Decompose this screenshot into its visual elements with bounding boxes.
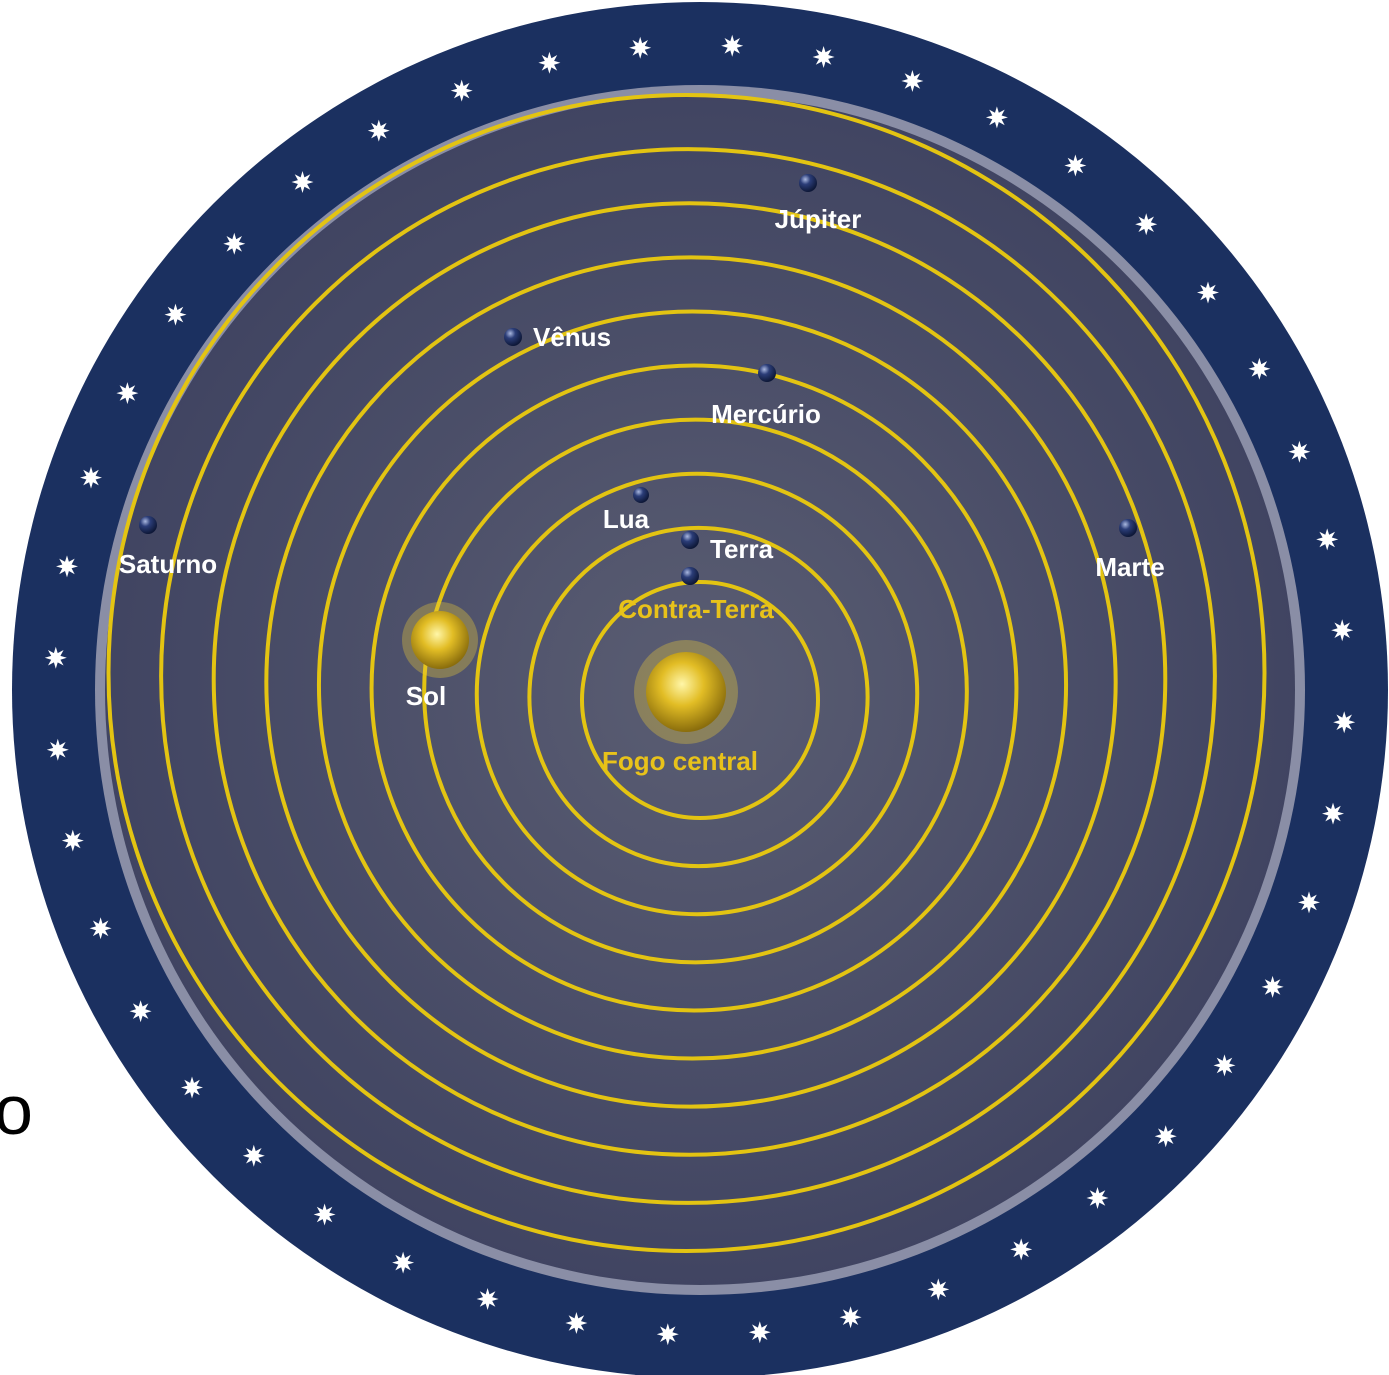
star-icon — [44, 646, 67, 669]
star-icon — [291, 171, 314, 193]
jupiter-label: Júpiter — [775, 204, 862, 234]
star-icon — [1288, 440, 1311, 463]
mercury-label: Mercúrio — [711, 399, 821, 429]
orbit-ring — [211, 201, 1168, 1157]
fixed-stars-group — [44, 34, 1356, 1346]
saturn-label: Saturno — [119, 549, 217, 579]
star-icon — [721, 34, 744, 57]
star-icon — [565, 1312, 588, 1334]
venus-label: Vênus — [533, 322, 611, 352]
star-icon — [1064, 154, 1087, 177]
star-icon — [129, 1000, 152, 1023]
star-icon — [629, 36, 652, 59]
star-icon — [242, 1144, 265, 1167]
star-icon — [748, 1321, 771, 1344]
star-icon — [1298, 891, 1320, 914]
orbit-ring — [527, 525, 870, 869]
orbit-ring — [264, 255, 1118, 1109]
saturn-icon — [139, 516, 157, 534]
star-icon — [1316, 528, 1339, 551]
sun-icon — [411, 611, 469, 669]
orbit-ring — [106, 93, 1267, 1253]
central-fire-icon — [646, 652, 726, 732]
star-icon — [116, 382, 139, 405]
star-icon — [538, 51, 561, 74]
star-icon — [812, 46, 835, 68]
orbit-ring — [474, 471, 920, 917]
star-icon — [450, 79, 473, 102]
earth-icon — [681, 531, 699, 549]
star-icon — [1135, 213, 1158, 236]
star-icon — [1010, 1238, 1033, 1261]
orbits-group — [106, 93, 1267, 1253]
cropped-edge-letter: o — [0, 1071, 33, 1149]
star-icon — [89, 917, 112, 940]
star-icon — [164, 303, 187, 326]
mars-icon — [1119, 519, 1137, 537]
star-icon — [1197, 281, 1219, 304]
central-fire — [634, 640, 738, 744]
orbit-ring — [580, 580, 820, 820]
mars-label: Marte — [1095, 552, 1164, 582]
star-icon — [223, 232, 246, 255]
star-icon — [313, 1203, 336, 1226]
orbit-ring — [159, 147, 1217, 1205]
star-icon — [1331, 619, 1354, 642]
star-icon — [1086, 1187, 1109, 1209]
orbit-ring — [316, 309, 1069, 1061]
moon-label: Lua — [603, 504, 650, 534]
star-icon — [1333, 711, 1356, 734]
orbit-ring — [422, 417, 969, 965]
counter-earth-icon — [681, 567, 699, 585]
earth-label: Terra — [710, 534, 774, 564]
star-icon — [1261, 975, 1284, 998]
star-icon — [839, 1306, 862, 1329]
star-icon — [46, 738, 69, 761]
central-fire-label: Fogo central — [602, 746, 758, 776]
star-icon — [1154, 1125, 1177, 1148]
sun-label: Sol — [406, 681, 446, 711]
star-icon — [1322, 802, 1344, 825]
star-icon — [80, 466, 102, 489]
star-icon — [56, 555, 78, 578]
counter-earth-label: Contra-Terra — [618, 594, 774, 624]
star-icon — [1248, 357, 1271, 380]
star-icon — [476, 1288, 499, 1310]
mercury-icon — [758, 364, 776, 382]
star-icon — [985, 106, 1008, 129]
jupiter-icon — [799, 174, 817, 192]
star-icon — [901, 70, 924, 92]
star-icon — [181, 1076, 203, 1099]
star-icon — [392, 1251, 415, 1274]
star-icon — [1213, 1054, 1236, 1077]
venus-icon — [504, 328, 522, 346]
star-icon — [367, 119, 390, 142]
star-icon — [61, 829, 84, 852]
star-icon — [656, 1323, 679, 1346]
sun — [402, 602, 478, 678]
star-icon — [927, 1278, 950, 1301]
moon-icon — [633, 487, 649, 503]
orbit-ring — [369, 363, 1019, 1013]
